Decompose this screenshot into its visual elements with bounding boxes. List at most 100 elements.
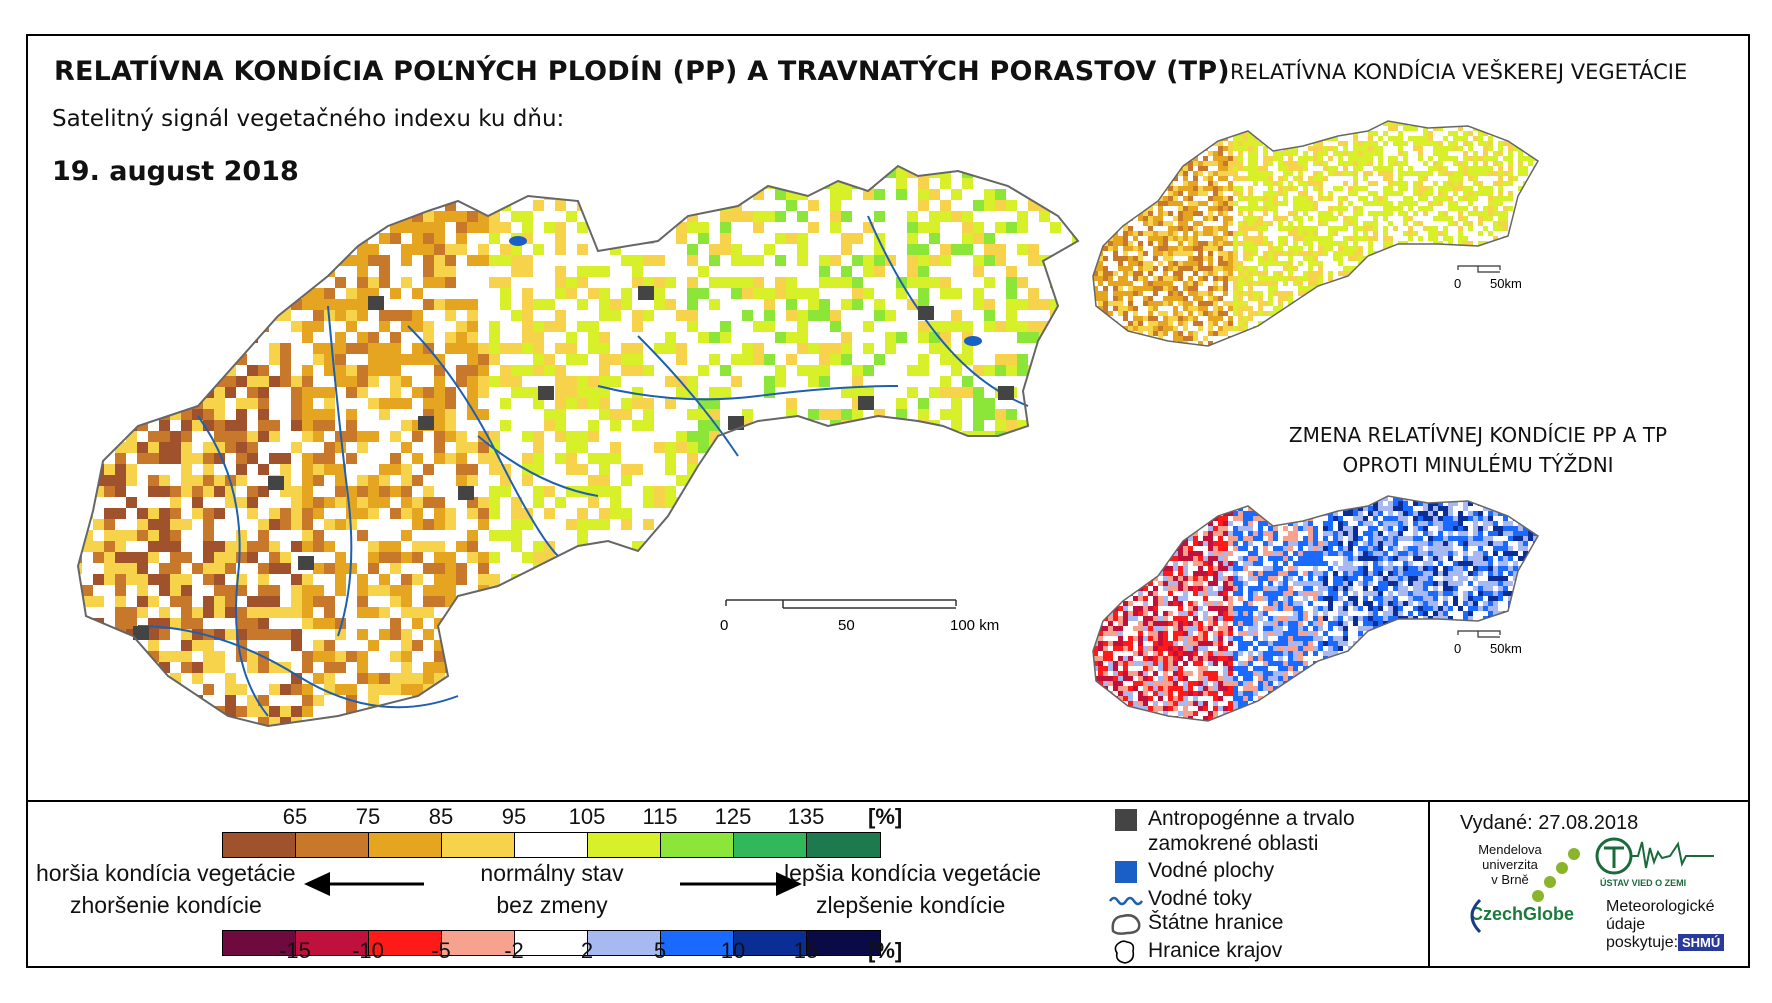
condition-tick: 115 (642, 804, 678, 829)
water-body (509, 236, 527, 246)
anthropogenic-area (298, 556, 314, 570)
no-change-label: bez zmeny (496, 892, 608, 918)
change-swatch (661, 931, 734, 955)
change-tick: -5 (431, 938, 451, 963)
condition-unit: [%] (868, 804, 903, 829)
anthropogenic-area (998, 386, 1014, 400)
small-scale-bar-1: 0 50km (1454, 265, 1522, 291)
state-border-icon (1108, 910, 1144, 938)
map-frame: RELATÍVNA KONDÍCIA POĽNÝCH PLODÍN (PP) A… (26, 34, 1750, 968)
river (137, 625, 459, 709)
main-condition-map: 0 50 100 km (76, 164, 1080, 728)
czechglobe-arc-icon (1470, 898, 1482, 934)
condition-tick: 75 (355, 804, 381, 829)
anthropogenic-area-icon (1108, 806, 1144, 834)
condition-swatch (369, 833, 442, 857)
anthropogenic-area (133, 626, 149, 640)
subtitle: Satelitný signál vegetačného indexu ku d… (52, 106, 565, 132)
condition-tick: 85 (428, 804, 454, 829)
change-tick: 5 (653, 938, 667, 963)
main-scale-bar: 0 50 100 km (720, 599, 999, 634)
region-border-icon (1108, 938, 1144, 966)
water-area-icon (1108, 858, 1144, 886)
state-border (76, 164, 1080, 728)
anthropogenic-label-2: zamokrené oblasti (1148, 832, 1319, 855)
condition-tick: 135 (787, 804, 825, 829)
rivers-label: Vodné toky (1148, 887, 1252, 910)
legend-anthropogenic: Antropogénne a trvalo zamokrené oblasti (1108, 806, 1355, 856)
legend-divider (28, 800, 1748, 802)
change-tick: 10 (720, 938, 746, 963)
mendel-dots-icon (1532, 848, 1580, 902)
condition-swatch (442, 833, 515, 857)
direction-arrows (304, 872, 802, 896)
condition-tick: 65 (282, 804, 308, 829)
change-map-title: ZMENA RELATÍVNEJ KONDÍCIE PP A TP OPROTI… (1288, 423, 1668, 477)
legend-state-border: Štátne hranice (1108, 910, 1283, 938)
water-label: Vodné plochy (1148, 859, 1275, 882)
anthropogenic-area (418, 416, 434, 430)
date-label: 19. august 2018 (52, 156, 299, 187)
river-icon (1108, 886, 1144, 914)
anthropogenic-area (268, 476, 284, 490)
czechglobe-logo: CzechGlobe (1470, 904, 1575, 924)
change-scale (222, 930, 881, 956)
change-tick: 2 (580, 938, 594, 963)
left-arrow-icon (304, 872, 424, 896)
scale-label-0: 0 (720, 617, 728, 634)
change-swatch (515, 931, 588, 955)
ustav-label: ÚSTAV VIED O ZEMI (1600, 878, 1687, 888)
overall-vegetation-title: RELATÍVNA KONDÍCIA VEŠKEREJ VEGETÁCIE (1230, 60, 1688, 84)
small-scale-bar-2: 0 50km (1454, 630, 1522, 656)
condition-tick: 95 (501, 804, 527, 829)
anthropogenic-area (638, 286, 654, 300)
condition-tick: 105 (568, 804, 606, 829)
shmu-logo: SHMÚ (1678, 934, 1725, 951)
change-swatch (223, 931, 296, 955)
scale-label-50: 50 (838, 617, 855, 634)
condition-swatch (807, 833, 880, 857)
color-legend: 65 75 85 95 105 115 125 135 [%] horšia k… (28, 802, 1128, 968)
right-arrow-icon (680, 872, 802, 896)
change-swatch (734, 931, 807, 955)
regions-label: Hranice krajov (1148, 939, 1283, 962)
anthropogenic-area (858, 396, 874, 410)
scale-label-100: 100 km (950, 617, 999, 634)
anthropogenic-label-1: Antropogénne a trvalo (1148, 807, 1355, 830)
mendel-university-logo: Mendelova univerzita v Brně (1478, 842, 1542, 887)
symbol-legend: Antropogénne a trvalo zamokrené oblasti … (1108, 804, 1418, 964)
improvement-label: zlepšenie kondície (816, 892, 1006, 918)
change-tick: -10 (352, 938, 384, 963)
river (407, 325, 559, 557)
river (597, 385, 899, 401)
overall-vegetation-map: 0 50km (1092, 120, 1539, 347)
legend-water: Vodné plochy (1108, 858, 1274, 886)
meteo-data-label: Meteorologické údaje poskytuje: (1606, 898, 1715, 951)
water-body (964, 336, 982, 346)
page-title: RELATÍVNA KONDÍCIA POĽNÝCH PLODÍN (PP) A… (54, 56, 1230, 87)
anthropogenic-area (728, 416, 744, 430)
change-unit: [%] (868, 938, 903, 963)
condition-scale (222, 832, 881, 858)
anthropogenic-area (538, 386, 554, 400)
legend-regions: Hranice krajov (1108, 938, 1282, 966)
better-condition-label: lepšia kondícia vegetácie (784, 860, 1041, 886)
state-border-label: Štátne hranice (1148, 911, 1284, 934)
worsening-label: zhoršenie kondície (70, 892, 262, 918)
ustav-logo-icon (1595, 837, 1714, 875)
river (867, 215, 1029, 407)
condition-swatch (296, 833, 369, 857)
anthropogenic-area (918, 306, 934, 320)
legend-rivers: Vodné toky (1108, 886, 1252, 914)
condition-swatch (588, 833, 661, 857)
change-tick: -2 (504, 938, 524, 963)
change-swatch (369, 931, 442, 955)
worse-condition-label: horšia kondícia vegetácie (36, 860, 296, 886)
normal-state-label: normálny stav (480, 860, 624, 886)
change-swatch (296, 931, 369, 955)
condition-swatch (661, 833, 734, 857)
condition-swatch (223, 833, 296, 857)
change-swatch (807, 931, 880, 955)
river (197, 415, 269, 717)
anthropogenic-area (368, 296, 384, 310)
